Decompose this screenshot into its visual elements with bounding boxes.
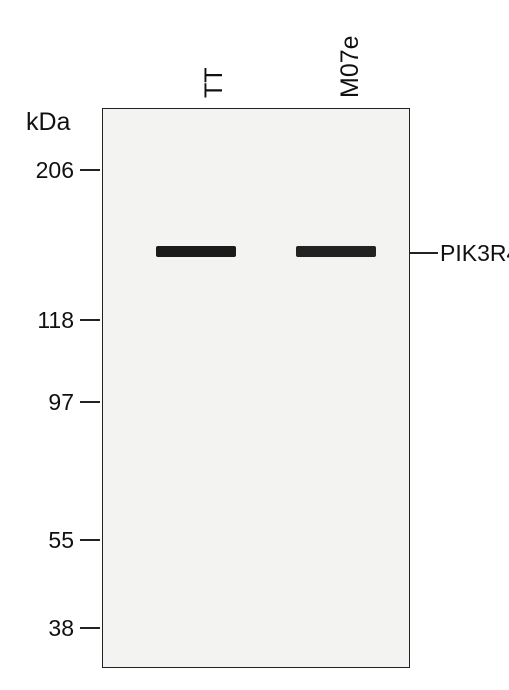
mw-label: 97 bbox=[48, 389, 74, 416]
annotation-tick bbox=[410, 252, 438, 254]
mw-tick bbox=[80, 319, 100, 321]
lane-label: M07e bbox=[336, 35, 365, 98]
mw-tick bbox=[80, 627, 100, 629]
blot-figure: kDa 206 118 97 55 38 TT M07e PIK3R4 bbox=[0, 0, 509, 690]
mw-tick bbox=[80, 401, 100, 403]
band bbox=[296, 246, 376, 257]
mw-tick bbox=[80, 539, 100, 541]
kda-unit-label: kDa bbox=[26, 108, 70, 137]
blot-area bbox=[102, 108, 410, 668]
mw-tick bbox=[80, 169, 100, 171]
band bbox=[156, 246, 236, 257]
mw-label: 118 bbox=[37, 307, 74, 334]
mw-label: 38 bbox=[48, 615, 74, 642]
mw-label: 55 bbox=[48, 527, 74, 554]
mw-label: 206 bbox=[36, 157, 74, 184]
lane-label: TT bbox=[200, 67, 229, 98]
annotation-label: PIK3R4 bbox=[440, 240, 509, 267]
